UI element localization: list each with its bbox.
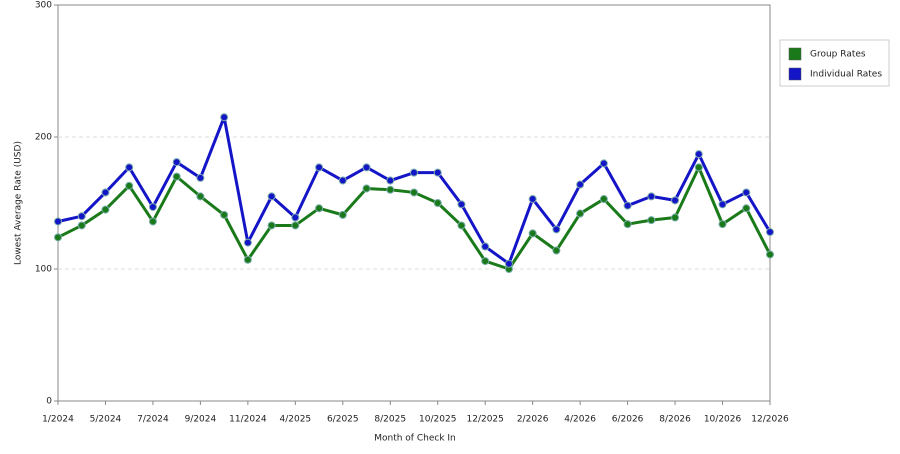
data-point xyxy=(196,192,205,201)
x-tick-label: 8/2026 xyxy=(659,415,691,425)
data-point xyxy=(647,216,656,225)
x-tick-label: 12/2026 xyxy=(751,415,789,425)
data-point xyxy=(362,163,371,172)
data-point xyxy=(718,220,727,229)
data-point xyxy=(694,163,703,172)
legend-swatch xyxy=(788,47,802,61)
y-tick-label: 0 xyxy=(46,397,52,407)
data-point xyxy=(315,163,324,172)
data-point xyxy=(243,255,252,264)
x-axis-label: Month of Check In xyxy=(374,434,456,444)
data-point xyxy=(552,246,561,255)
data-point xyxy=(718,200,727,209)
x-tick-label: 4/2026 xyxy=(564,415,596,425)
x-tick-label: 5/2024 xyxy=(90,415,122,425)
plot-frame xyxy=(57,4,771,402)
data-point xyxy=(125,181,134,190)
data-point xyxy=(742,204,751,213)
data-point xyxy=(54,217,62,226)
data-point xyxy=(504,259,513,268)
data-point xyxy=(77,221,86,230)
x-tick-label: 1/2024 xyxy=(42,415,74,425)
data-point xyxy=(552,225,561,234)
x-tick-label: 7/2024 xyxy=(137,415,169,425)
data-point xyxy=(433,199,442,207)
legend-label: Individual Rates xyxy=(810,70,882,80)
data-point xyxy=(671,213,680,222)
data-point xyxy=(220,113,229,122)
x-tick-label: 2/2026 xyxy=(517,415,549,425)
data-point xyxy=(457,221,466,230)
y-axis-label: Lowest Average Rate (USD) xyxy=(14,141,24,265)
data-point xyxy=(433,168,442,177)
y-tick-label: 300 xyxy=(35,1,52,11)
data-point xyxy=(599,195,608,204)
data-point xyxy=(148,217,157,226)
data-point xyxy=(528,195,537,204)
data-point xyxy=(481,242,490,251)
data-point xyxy=(623,201,632,210)
data-point xyxy=(54,233,62,242)
data-point xyxy=(101,188,110,197)
data-point xyxy=(291,213,300,222)
data-point xyxy=(125,163,134,172)
legend-label: Group Rates xyxy=(810,50,866,60)
data-point xyxy=(576,209,585,218)
data-point xyxy=(148,202,157,211)
data-point xyxy=(172,158,181,167)
x-tick-label: 6/2026 xyxy=(612,415,644,425)
y-tick-label: 200 xyxy=(35,133,52,143)
x-tick-label: 6/2025 xyxy=(327,415,359,425)
data-point xyxy=(623,220,632,229)
data-point xyxy=(196,173,205,182)
data-point xyxy=(291,221,300,230)
x-tick-label: 10/2026 xyxy=(704,415,742,425)
data-point xyxy=(77,212,86,221)
data-point xyxy=(766,250,774,259)
data-point xyxy=(410,188,418,197)
data-point xyxy=(267,221,276,230)
data-point xyxy=(647,192,656,201)
x-tick-label: 4/2025 xyxy=(279,415,311,425)
data-point xyxy=(481,257,490,266)
data-point xyxy=(220,210,229,219)
data-point xyxy=(315,204,324,213)
data-point xyxy=(101,205,110,214)
data-point xyxy=(671,196,680,205)
y-tick-label: 100 xyxy=(35,265,52,275)
x-tick-label: 10/2025 xyxy=(419,415,456,425)
x-tick-label: 11/2024 xyxy=(229,415,267,425)
data-point xyxy=(410,168,418,177)
data-point xyxy=(243,238,252,247)
data-point xyxy=(362,184,371,193)
data-point xyxy=(338,210,347,219)
x-tick-label: 8/2025 xyxy=(374,415,406,425)
x-tick-label: 9/2024 xyxy=(185,415,217,425)
data-point xyxy=(172,172,181,181)
data-point xyxy=(386,176,395,185)
data-point xyxy=(338,176,347,185)
data-point xyxy=(457,200,466,209)
data-point xyxy=(576,180,585,189)
data-point xyxy=(599,159,608,168)
data-point xyxy=(267,192,276,201)
data-point xyxy=(528,229,537,238)
x-tick-label: 12/2025 xyxy=(467,415,504,425)
data-point xyxy=(766,228,774,237)
data-point xyxy=(386,185,395,194)
legend-swatch xyxy=(788,67,802,81)
data-point xyxy=(694,150,703,159)
data-point xyxy=(742,188,751,197)
